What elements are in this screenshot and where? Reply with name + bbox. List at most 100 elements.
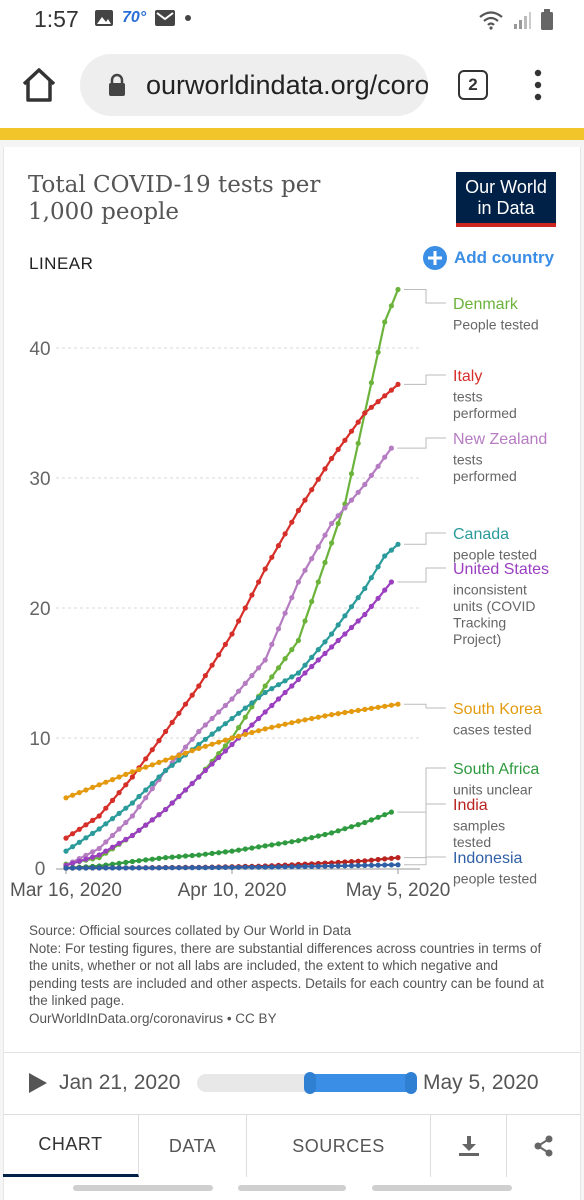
- share-button[interactable]: [507, 1115, 581, 1177]
- series-point: [90, 817, 96, 824]
- series-point: [202, 736, 208, 742]
- series-point: [169, 800, 175, 806]
- legend-series-unit: units (COVID: [453, 598, 535, 614]
- tab-sources[interactable]: SOURCES: [247, 1115, 431, 1177]
- citation-link[interactable]: OurWorldInData.org/coronavirus • CC BY: [29, 1010, 277, 1026]
- site-header-strip: [0, 128, 584, 140]
- timeline-end-handle[interactable]: [405, 1072, 417, 1094]
- series-point: [242, 605, 248, 611]
- x-tick-label: Apr 10, 2020: [178, 880, 287, 901]
- play-icon[interactable]: [27, 1071, 49, 1095]
- series-point: [315, 657, 321, 663]
- series-point: [116, 774, 122, 780]
- series-point: [96, 852, 102, 858]
- series-point: [83, 822, 89, 828]
- series-point: [322, 466, 328, 472]
- series-point: [375, 399, 381, 405]
- series-point: [143, 857, 149, 863]
- add-country-button[interactable]: Add country: [422, 245, 554, 271]
- series-point: [315, 579, 321, 585]
- series-point: [222, 748, 228, 754]
- series-point: [302, 567, 308, 573]
- series-point: [129, 865, 135, 871]
- more-options-icon[interactable]: [528, 68, 548, 102]
- series-point: [103, 779, 109, 785]
- series-point: [156, 812, 162, 818]
- series-point: [375, 564, 381, 570]
- series-point: [96, 845, 102, 852]
- series-point: [275, 665, 282, 671]
- chart-title: Total COVID-19 tests per 1,000 people: [28, 172, 321, 225]
- timeline-selected-range[interactable]: [306, 1074, 415, 1092]
- series-point: [176, 854, 182, 860]
- series-point: [382, 703, 388, 709]
- series-point: [163, 855, 169, 861]
- series-point: [196, 728, 202, 735]
- series-point: [375, 704, 381, 710]
- series-point: [368, 817, 374, 823]
- series-point: [362, 819, 368, 826]
- series-point: [329, 712, 335, 718]
- series-point: [189, 865, 195, 871]
- timeline-start-label: Jan 21, 2020: [59, 1071, 181, 1094]
- timeline-start-handle[interactable]: [304, 1072, 316, 1094]
- y-tick-label: 10: [29, 729, 50, 750]
- series-point: [189, 736, 195, 742]
- series-point: [256, 864, 262, 870]
- series-point: [249, 673, 255, 679]
- series-point: [302, 662, 308, 668]
- series-point: [295, 676, 301, 683]
- series-point: [109, 832, 116, 839]
- series-point: [256, 715, 262, 722]
- series-point: [182, 787, 189, 793]
- series-point: [375, 856, 381, 863]
- series-point: [229, 631, 235, 637]
- owid-logo[interactable]: Our World in Data: [456, 172, 556, 227]
- series-point: [309, 715, 315, 722]
- series-point: [348, 708, 355, 715]
- legend-connector: [397, 567, 446, 583]
- series-point: [382, 319, 388, 325]
- x-tick-label: Mar 16, 2020: [10, 880, 122, 901]
- url-text[interactable]: ourworldindata.org/coronavirus: [146, 70, 428, 100]
- scale-toggle[interactable]: LINEAR: [29, 254, 94, 273]
- series-point: [202, 743, 208, 749]
- series-point: [322, 650, 328, 657]
- series-point: [90, 830, 96, 837]
- series-point: [222, 737, 228, 743]
- source-note: Source: Official sources collated by Our…: [29, 922, 549, 1027]
- series-point: [143, 822, 149, 828]
- series-point: [63, 865, 69, 871]
- series-point: [143, 756, 149, 762]
- address-bar[interactable]: ourworldindata.org/coronavirus: [80, 54, 428, 116]
- series-point: [368, 862, 374, 868]
- series-point: [335, 446, 341, 452]
- share-icon: [534, 1135, 553, 1157]
- series-point: [196, 745, 202, 751]
- series-point: [242, 864, 248, 870]
- plus-circle-icon: [423, 246, 447, 270]
- legend-series-name: South Korea: [453, 701, 542, 718]
- series-line: [65, 447, 393, 867]
- download-button[interactable]: [431, 1115, 507, 1177]
- series-point: [382, 812, 388, 818]
- home-icon[interactable]: [20, 66, 58, 104]
- tab-switcher-button[interactable]: 2: [458, 70, 488, 100]
- chart-tab-bar: CHART DATA SOURCES: [3, 1114, 581, 1177]
- timeline-track[interactable]: [197, 1072, 417, 1094]
- series-point: [309, 835, 315, 841]
- tab-data[interactable]: DATA: [139, 1115, 247, 1177]
- legend-series-unit: tested: [453, 834, 491, 850]
- series-point: [129, 832, 135, 839]
- series-point: [335, 637, 341, 644]
- series-point: [348, 624, 355, 631]
- series-point: [83, 787, 89, 793]
- series-point: [209, 864, 215, 871]
- series-point: [136, 793, 142, 800]
- series-point: [163, 757, 169, 763]
- legend-series-unit: performed: [453, 405, 517, 421]
- legend-series-name: United States: [453, 561, 549, 578]
- tab-chart[interactable]: CHART: [3, 1115, 139, 1177]
- series-line: [65, 811, 392, 870]
- timeline-end-label: May 5, 2020: [423, 1071, 539, 1094]
